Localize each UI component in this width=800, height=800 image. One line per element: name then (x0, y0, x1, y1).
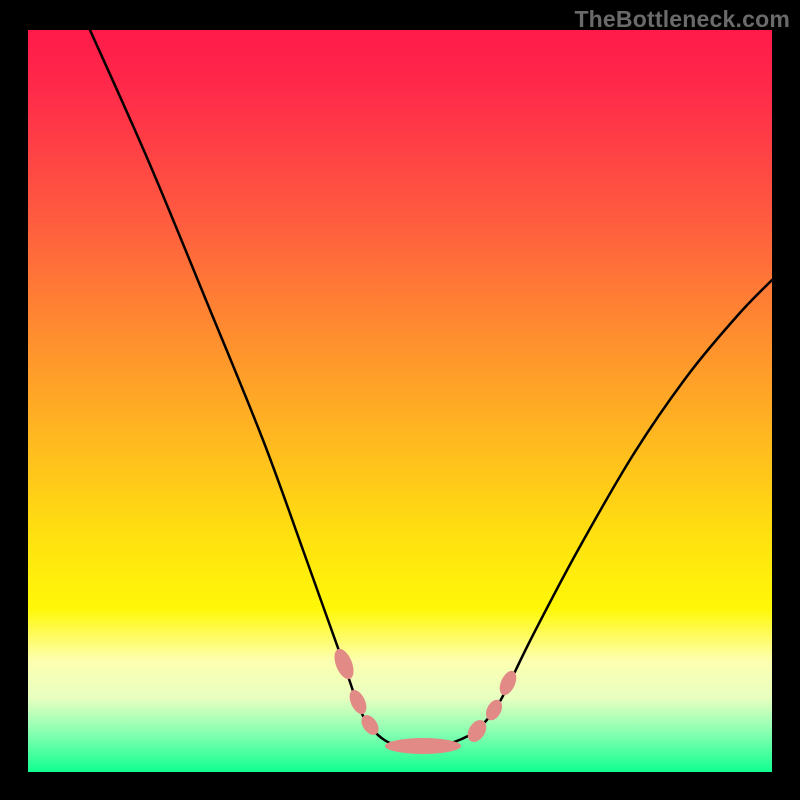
curve-marker (331, 646, 358, 682)
curve-marker (464, 717, 490, 746)
curve-marker (496, 668, 519, 697)
plot-area (28, 30, 772, 772)
watermark-text: TheBottleneck.com (574, 6, 790, 33)
chart-outer: TheBottleneck.com (0, 0, 800, 800)
curve-marker (483, 697, 506, 723)
curve-marker (358, 712, 382, 738)
curve-path (90, 30, 772, 747)
curve-marker (346, 687, 370, 716)
curve-marker (385, 738, 461, 754)
curve-markers (331, 646, 520, 754)
bottleneck-curve (28, 30, 772, 772)
